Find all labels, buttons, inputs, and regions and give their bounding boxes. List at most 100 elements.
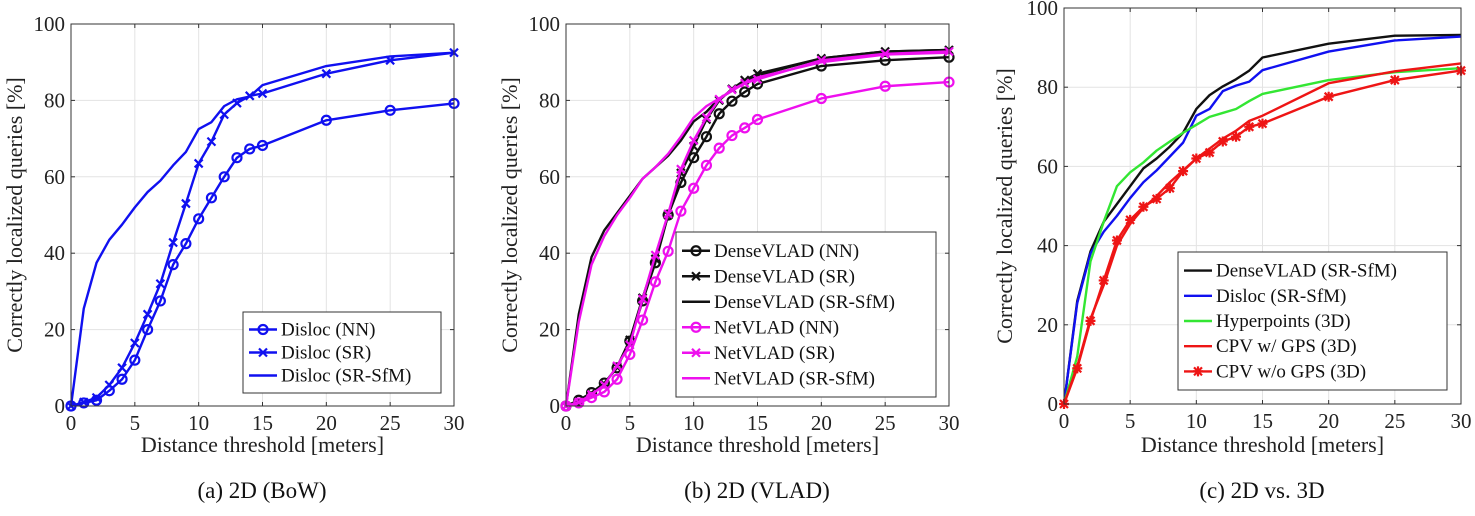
x-tick-label: 25	[1384, 409, 1405, 433]
data-point	[573, 397, 584, 407]
data-point	[1138, 201, 1149, 212]
x-tick-label: 0	[1059, 409, 1070, 433]
legend-label: CPV w/o GPS (3D)	[1216, 361, 1366, 382]
data-point	[321, 68, 332, 79]
x-tick-label: 25	[875, 411, 896, 435]
data-point	[611, 373, 623, 385]
data-point	[815, 92, 827, 105]
legend-marker	[690, 321, 702, 333]
axes-frame	[565, 23, 950, 407]
data-point	[586, 389, 597, 400]
x-tick-label: 10	[188, 411, 209, 435]
x-tick-label: 0	[561, 411, 572, 435]
y-tick-label: 20	[44, 318, 65, 342]
data-point	[257, 88, 268, 99]
data-point	[231, 152, 243, 164]
data-point	[193, 158, 204, 169]
data-point	[700, 159, 713, 171]
legend-label: DenseVLAD (SR-SfM)	[1216, 261, 1397, 282]
data-point	[713, 108, 725, 120]
x-axis-label: Distance threshold [meters]	[1141, 432, 1384, 457]
data-point	[625, 340, 635, 350]
series-disloc-sr-	[66, 47, 459, 411]
data-point	[879, 80, 891, 92]
legend-marker	[1193, 366, 1203, 377]
data-point	[726, 95, 738, 107]
data-point	[1389, 75, 1400, 86]
x-tick-label: 30	[939, 411, 960, 435]
data-point	[700, 131, 713, 143]
legend-label: DenseVLAD (SR)	[714, 266, 855, 287]
legend-marker	[257, 323, 269, 336]
series-line	[70, 102, 455, 408]
subfigure-caption: (c) 2D vs. 3D	[1199, 478, 1324, 503]
data-point	[1098, 275, 1109, 286]
x-tick-label: 5	[1125, 409, 1136, 433]
data-point	[1072, 363, 1083, 374]
data-point	[637, 294, 648, 304]
data-point	[598, 386, 610, 398]
data-point	[1231, 131, 1242, 142]
series-netvlad-sr-sfm-	[564, 51, 950, 407]
data-point	[676, 164, 686, 174]
data-point	[167, 259, 179, 271]
data-point	[611, 362, 623, 374]
x-tick-label: 20	[316, 411, 337, 435]
x-axis-label: Distance threshold [meters]	[636, 432, 879, 457]
data-point	[181, 198, 191, 209]
legend: DenseVLAD (NN) DenseVLAD (SR) DenseVLAD (S…	[675, 231, 937, 398]
subfigure-caption: (a) 2D (BoW)	[197, 478, 326, 503]
series-line	[565, 80, 950, 408]
data-point	[1257, 118, 1268, 129]
legend-label: DenseVLAD (SR-SfM)	[714, 292, 895, 313]
y-tick-label: 60	[539, 165, 560, 189]
data-point	[142, 309, 153, 320]
legend-label: CPV w/ GPS (3D)	[1216, 336, 1357, 357]
legend-box	[1177, 251, 1448, 391]
x-tick-label: 30	[444, 411, 465, 435]
data-point	[688, 135, 699, 146]
x-tick-label: 15	[747, 411, 768, 435]
x-tick-label: 0	[66, 411, 77, 435]
legend-marker	[691, 347, 701, 358]
legend-label: DenseVLAD (NN)	[714, 241, 859, 262]
data-point	[193, 213, 205, 225]
data-point	[384, 104, 396, 116]
y-tick-label: 0	[55, 394, 66, 418]
legend-label: NetVLAD (SR)	[714, 343, 835, 364]
data-point	[1178, 166, 1189, 177]
series-line	[69, 51, 455, 407]
series-line	[1062, 66, 1462, 405]
y-tick-label: 60	[1037, 154, 1058, 178]
series-line	[564, 48, 950, 407]
data-point	[142, 324, 154, 336]
axes-frame	[70, 23, 455, 407]
x-tick-label: 15	[1252, 409, 1273, 433]
subfigure-caption: (b) 2D (VLAD)	[684, 478, 830, 503]
data-point	[1151, 193, 1162, 204]
data-point	[155, 278, 166, 289]
y-tick-label: 40	[1037, 234, 1058, 258]
x-tick-label: 5	[625, 411, 636, 435]
data-point	[130, 338, 140, 348]
data-point	[154, 295, 166, 307]
legend-marker	[690, 245, 702, 257]
data-point	[663, 209, 673, 219]
legend-box	[675, 231, 937, 398]
data-point	[117, 363, 127, 373]
axes-frame	[1063, 7, 1462, 405]
data-point	[91, 392, 102, 403]
data-point	[219, 109, 229, 120]
legend-marker	[258, 347, 268, 358]
data-point	[1217, 136, 1228, 147]
data-point	[1323, 91, 1334, 102]
legend: Disloc (NN)Disloc (SR)Disloc (SR-SfM)	[242, 311, 442, 394]
data-point	[129, 354, 141, 366]
data-point	[256, 139, 269, 152]
series-densevlad-sr-sfm-	[564, 48, 950, 407]
series-line	[564, 51, 950, 407]
x-tick-label: 5	[130, 411, 141, 435]
data-point	[205, 192, 218, 204]
